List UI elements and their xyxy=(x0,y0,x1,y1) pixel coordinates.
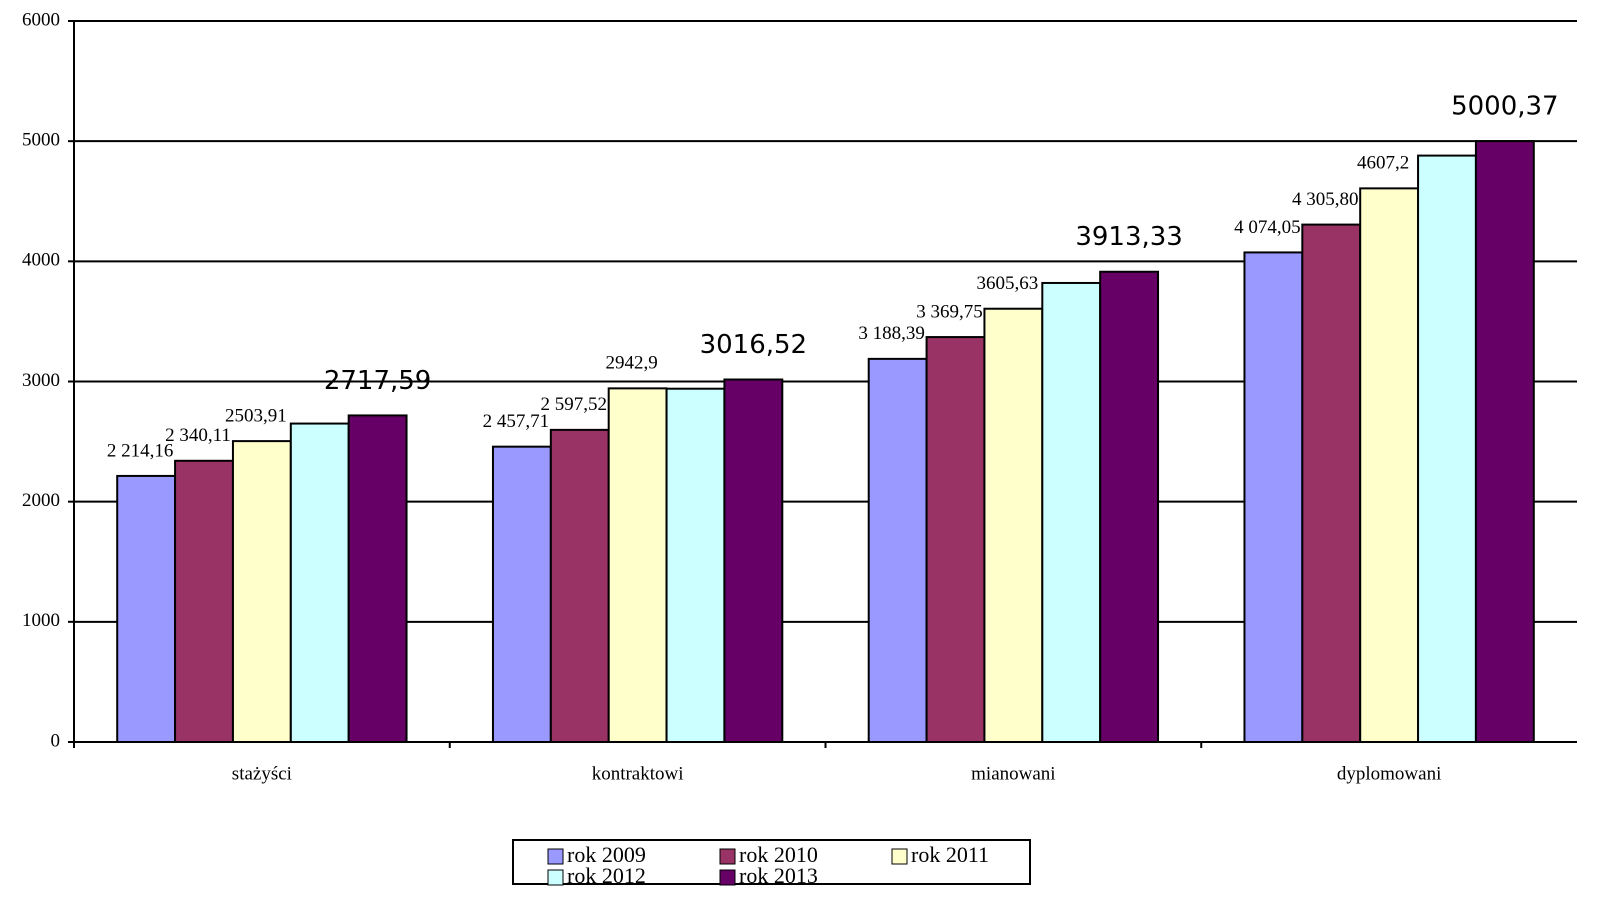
bar xyxy=(116,474,177,743)
x-tick-label: mianowani xyxy=(971,763,1055,784)
legend-label: rok 2011 xyxy=(911,842,989,867)
bar xyxy=(723,378,784,743)
bar xyxy=(1301,223,1362,743)
data-label: 2 457,71 xyxy=(483,411,550,432)
y-tick-label: 5000 xyxy=(22,130,60,151)
legend-box xyxy=(512,839,1031,885)
bar xyxy=(1417,154,1477,743)
bar xyxy=(1359,187,1420,744)
data-label: 2 597,52 xyxy=(541,394,608,415)
bar xyxy=(925,336,986,743)
bar xyxy=(867,357,928,743)
y-tick-label: 6000 xyxy=(22,9,60,30)
y-tick-label: 3000 xyxy=(22,370,60,391)
bar xyxy=(347,414,408,743)
y-tick-label: 4000 xyxy=(22,250,60,271)
bar xyxy=(289,422,350,743)
data-label: 3 369,75 xyxy=(916,301,983,322)
legend-swatch xyxy=(547,869,564,886)
y-tick-label: 0 xyxy=(51,730,61,751)
data-label: 2942,9 xyxy=(606,353,658,374)
legend-swatch xyxy=(547,848,564,865)
bar xyxy=(231,440,292,743)
data-label: 2503,91 xyxy=(225,405,287,426)
data-label: 3913,33 xyxy=(1075,222,1183,252)
data-label: 3 188,39 xyxy=(858,323,925,344)
legend-label: rok 2009 xyxy=(567,842,646,867)
x-tick-label: stażyści xyxy=(232,763,292,784)
bar xyxy=(983,307,1044,743)
bar xyxy=(1041,281,1102,743)
x-tick-label: dyplomowani xyxy=(1337,763,1442,784)
data-label: 2717,59 xyxy=(324,366,432,396)
x-tick-label: kontraktowi xyxy=(592,763,684,784)
data-label: 3016,52 xyxy=(700,330,808,360)
legend-label: rok 2013 xyxy=(739,863,818,888)
data-label: 4607,2 xyxy=(1357,153,1409,174)
legend-label: rok 2012 xyxy=(567,863,646,888)
bar xyxy=(1243,251,1304,743)
y-tick-label: 1000 xyxy=(22,610,60,631)
bar xyxy=(607,387,668,743)
bar xyxy=(491,445,552,743)
data-label: 2 340,11 xyxy=(165,425,231,446)
y-tick-label: 2000 xyxy=(22,490,60,511)
legend-swatch xyxy=(891,848,908,865)
data-label: 3605,63 xyxy=(977,273,1039,294)
bar xyxy=(549,428,610,743)
data-label: 4 305,80 xyxy=(1292,189,1359,210)
data-label: 4 074,05 xyxy=(1234,217,1301,238)
data-label: 5000,37 xyxy=(1451,92,1559,122)
legend-label: rok 2010 xyxy=(739,842,818,867)
bar xyxy=(1474,140,1535,744)
legend-swatch xyxy=(719,869,736,886)
bar xyxy=(665,387,726,743)
data-label: 2 214,16 xyxy=(107,440,174,461)
bar xyxy=(174,459,234,743)
bar xyxy=(1099,270,1160,743)
legend-swatch xyxy=(719,848,736,865)
